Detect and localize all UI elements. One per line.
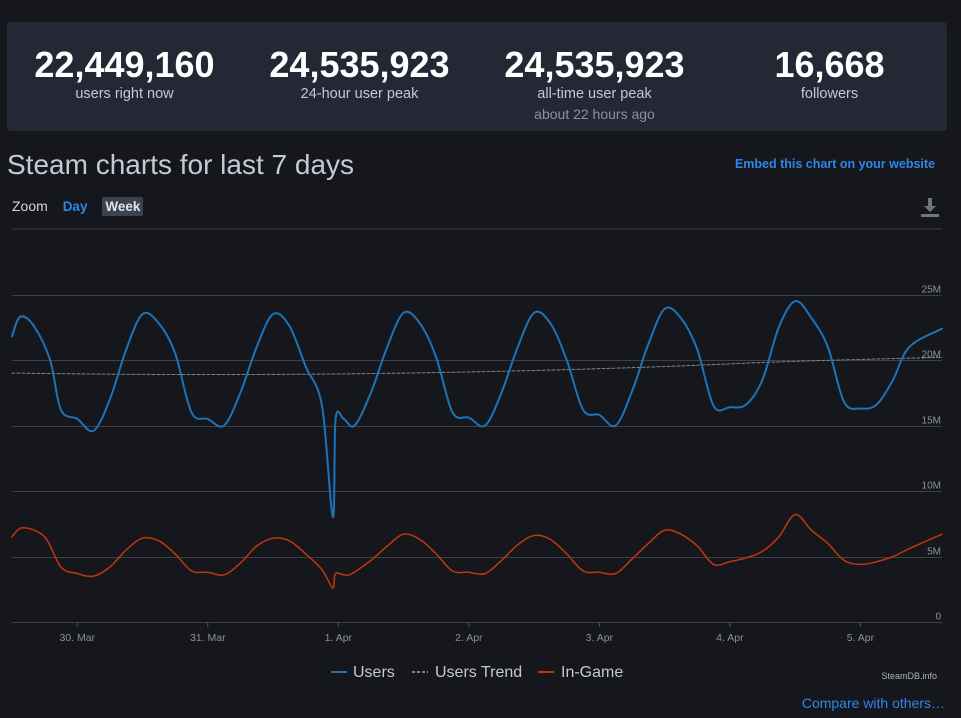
compare-link[interactable]: Compare with others… [801,695,945,711]
zoom-day-button[interactable]: Day [62,199,88,214]
credit: SteamDB.info [881,671,937,681]
x-tick-label: 2. Apr [455,632,483,644]
stat-label: followers [800,86,859,102]
legend-label: Users Trend [435,664,522,681]
grid [12,228,942,623]
chart: 0 5M 10M 15M 20M 25M 30. Mar 31. Mar 1. Apr 2. A… [11,228,943,681]
stat-value: 16,668 [774,44,885,85]
legend-label: Users [353,664,395,681]
zoom-controls: Zoom Day Week [12,196,144,217]
stat-users-now: 22,449,160 users right now [7,22,242,103]
y-tick-label: 25M [922,285,941,296]
stat-label: all-time user peak [537,86,652,102]
download-icon [921,198,939,217]
y-tick-label: 0 [935,612,941,623]
y-tick-label: 20M [922,350,941,361]
embed-chart-link[interactable]: Embed this chart on your website [734,157,935,171]
legend: Users Users Trend In-Game [331,664,623,681]
x-tick-label: 4. Apr [716,632,744,644]
stat-24h-peak: 24,535,923 24-hour user peak [242,22,477,103]
x-tick-label: 1. Apr [325,632,353,644]
users-series-line [11,300,943,519]
y-axis: 0 5M 10M 15M 20M 25M [922,285,942,623]
in-game-series-line [11,513,943,589]
stat-followers: 16,668 followers [712,22,947,103]
users-trend-series-line [11,356,943,376]
page-title: Steam charts for last 7 days [7,149,355,180]
download-button[interactable] [918,195,942,219]
y-tick-label: 10M [922,481,941,492]
zoom-label: Zoom [12,198,48,214]
stat-label: 24-hour user peak [300,86,419,102]
y-tick-label: 5M [927,547,941,558]
y-tick-label: 15M [922,416,941,427]
stat-value: 22,449,160 [34,44,215,85]
x-tick-label: 5. Apr [847,632,875,644]
stats-panel: 22,449,160 users right now 24,535,923 24… [7,22,947,131]
x-tick-label: 31. Mar [190,632,226,644]
x-tick-label: 30. Mar [59,632,95,644]
stat-value: 24,535,923 [269,44,450,85]
stat-sublabel: about 22 hours ago [534,106,655,122]
legend-label: In-Game [561,664,623,681]
stat-label: users right now [75,86,174,102]
x-axis: 30. Mar 31. Mar 1. Apr 2. Apr 3. Apr 4. Apr 5.… [59,622,875,644]
stat-alltime-peak: 24,535,923 all-time user peak about 22 h… [477,22,712,124]
series [11,300,943,589]
zoom-week-button[interactable]: Week [102,197,144,216]
x-tick-label: 3. Apr [586,632,614,644]
stat-value: 24,535,923 [504,44,685,85]
